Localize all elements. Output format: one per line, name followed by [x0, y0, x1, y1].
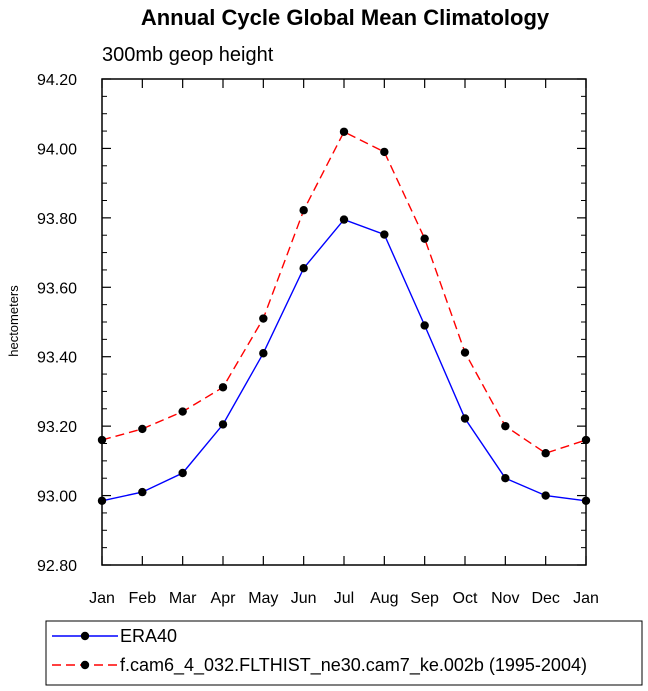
plot-area: 92.80 93.00 93.20 93.40 93.60 93.80 94.00 94.20…	[37, 72, 599, 607]
legend-marker-1	[80, 631, 90, 641]
series-1-point	[581, 496, 591, 505]
series-2-point	[299, 206, 308, 215]
series-2-point	[501, 421, 510, 431]
series-1-point	[380, 230, 389, 239]
x-tick-label: Jan	[89, 590, 115, 607]
series-layer	[97, 127, 591, 505]
series-1-point	[299, 263, 308, 273]
series-2-point	[541, 449, 550, 458]
x-tick-label: Apr	[211, 590, 237, 607]
series-2-point	[97, 435, 107, 445]
y-tick-label: 93.80	[37, 211, 77, 228]
series-2-point	[259, 314, 268, 323]
series-1-point	[541, 491, 550, 500]
series-2-point	[138, 424, 147, 434]
y-tick-label: 94.20	[37, 72, 77, 89]
x-tick-label: May	[248, 590, 278, 607]
legend-box	[45, 620, 643, 686]
series-2-point	[581, 435, 591, 445]
y-tick-label: 94.00	[37, 141, 77, 158]
series-2-point	[420, 234, 429, 243]
series-1-point	[460, 414, 470, 423]
x-tick-label: Jan	[573, 590, 599, 607]
x-axis: Jan Feb Mar Apr May Jun Jul Aug Sep Oct Nov Dec Jan	[89, 79, 599, 607]
legend: ERA40 f.cam6_4_032.FLTHIST_ne30.cam7_ke.0…	[45, 620, 643, 686]
legend-label-2: f.cam6_4_032.FLTHIST_ne30.cam7_ke.002b (…	[120, 655, 587, 676]
series-2-point	[178, 407, 187, 416]
y-axis-label: hectometers	[6, 285, 21, 357]
chart-subtitle: 300mb geop height	[102, 44, 274, 66]
y-tick-label: 93.40	[37, 350, 77, 367]
plot-frame	[101, 78, 587, 566]
x-tick-label: Mar	[169, 590, 197, 607]
series-2-point	[380, 147, 389, 157]
y-tick-label: 93.60	[37, 280, 77, 297]
legend-items: ERA40 f.cam6_4_032.FLTHIST_ne30.cam7_ke.0…	[52, 626, 587, 676]
x-tick-label: Dec	[531, 590, 559, 607]
x-tick-label: Oct	[453, 590, 478, 607]
series-1-point	[259, 349, 268, 358]
series-2-point	[460, 348, 470, 357]
y-tick-label: 93.20	[37, 419, 77, 436]
legend-marker-2	[80, 660, 90, 670]
series-1-point	[97, 496, 107, 505]
series-2-point	[339, 127, 349, 136]
y-axis: 92.80 93.00 93.20 93.40 93.60 93.80 94.00 94.20	[37, 72, 586, 575]
series-line-1	[101, 218, 587, 502]
x-tick-label: Feb	[129, 590, 157, 607]
y-tick-label: 93.00	[37, 489, 77, 506]
series-1-point	[420, 321, 429, 330]
series-1-point	[339, 215, 349, 224]
series-1-point	[218, 420, 228, 429]
y-tick-label: 92.80	[37, 558, 77, 575]
series-2-point	[218, 383, 228, 392]
chart-title: Annual Cycle Global Mean Climatology	[141, 5, 550, 30]
x-tick-label: Jul	[334, 590, 354, 607]
series-1-point	[138, 487, 147, 497]
legend-label-1: ERA40	[120, 626, 177, 646]
series-1-point	[178, 468, 187, 478]
series-line-2	[101, 130, 587, 454]
x-tick-label: Jun	[291, 590, 317, 607]
x-tick-label: Aug	[370, 590, 398, 607]
series-1-point	[501, 474, 510, 483]
x-tick-label: Sep	[410, 590, 439, 607]
x-tick-label: Nov	[491, 590, 519, 607]
